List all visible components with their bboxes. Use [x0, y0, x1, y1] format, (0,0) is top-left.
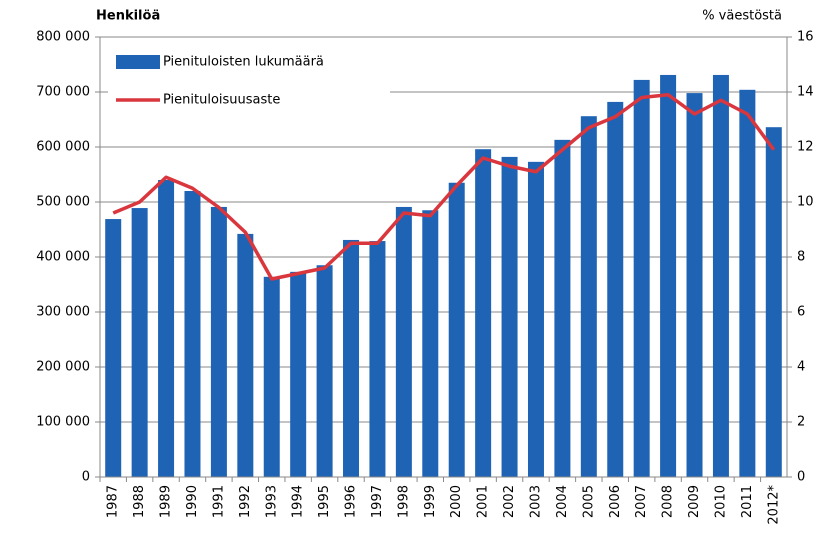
bar: [316, 265, 333, 477]
bar: [712, 74, 729, 477]
bar: [660, 74, 677, 477]
x-tick-label: 2003: [528, 485, 543, 518]
legend-swatch: [116, 55, 160, 69]
y2-tick-label: 8: [797, 250, 805, 265]
x-tick-label: 1993: [264, 485, 279, 518]
bar: [184, 191, 201, 477]
bar: [343, 239, 360, 477]
x-tick-label: 2008: [661, 485, 676, 518]
bar: [554, 139, 571, 477]
y-tick-label: 200 000: [36, 360, 90, 375]
y-tick-label: 0: [82, 470, 90, 485]
bar: [237, 233, 254, 477]
y2-tick-label: 2: [797, 415, 805, 430]
y-tick-label: 500 000: [36, 195, 90, 210]
x-tick-label: 1994: [291, 485, 306, 518]
bar: [501, 156, 518, 477]
x-tick-label: 2007: [634, 485, 649, 518]
y2-tick-label: 16: [797, 30, 814, 45]
bar: [422, 210, 439, 477]
x-tick-label: 1987: [106, 485, 121, 518]
legend-label: Pienituloisuusaste: [163, 93, 280, 108]
bar: [131, 208, 148, 478]
x-tick-label: 2004: [555, 485, 570, 518]
bar: [105, 219, 122, 478]
x-tick-label: 2001: [476, 485, 491, 518]
y2-tick-label: 4: [797, 360, 805, 375]
bar: [290, 271, 307, 477]
bar: [580, 116, 597, 477]
y-tick-label: 100 000: [36, 415, 90, 430]
y-axis-label: Henkilöä: [96, 9, 160, 24]
bar: [633, 79, 650, 478]
y2-tick-label: 0: [797, 470, 805, 485]
x-tick-label: 2012*: [766, 485, 781, 525]
x-tick-label: 1991: [211, 485, 226, 518]
x-tick-label: 2009: [687, 485, 702, 518]
x-tick-label: 1999: [423, 485, 438, 518]
bar: [739, 89, 756, 478]
bar: [369, 241, 386, 477]
bar: [395, 206, 412, 477]
y-tick-label: 400 000: [36, 250, 90, 265]
x-tick-label: 1998: [396, 485, 411, 518]
bar: [448, 182, 465, 477]
y2-tick-label: 14: [797, 85, 814, 100]
y-tick-label: 300 000: [36, 305, 90, 320]
x-tick-label: 2005: [581, 485, 596, 518]
x-tick-label: 1989: [159, 485, 174, 518]
bar: [210, 206, 227, 477]
y2-tick-label: 6: [797, 305, 805, 320]
bar: [158, 180, 175, 477]
y2-axis-label: % väestöstä: [702, 9, 782, 24]
x-tick-label: 2011: [740, 485, 755, 518]
bar: [607, 101, 624, 478]
bar: [686, 93, 703, 477]
x-tick-label: 1990: [185, 485, 200, 518]
bar: [527, 161, 544, 477]
y-tick-label: 700 000: [36, 85, 90, 100]
bar: [765, 127, 782, 477]
y-tick-label: 800 000: [36, 30, 90, 45]
bar: [263, 276, 280, 477]
line: [112, 93, 776, 281]
x-tick-label: 1997: [370, 485, 385, 518]
x-tick-label: 1988: [132, 485, 147, 518]
y-tick-label: 600 000: [36, 140, 90, 155]
x-tick-label: 2006: [608, 485, 623, 518]
y2-tick-label: 12: [797, 140, 814, 155]
bar: [475, 149, 492, 477]
x-tick-label: 2010: [713, 485, 728, 518]
x-tick-label: 2000: [449, 485, 464, 518]
x-tick-label: 1996: [344, 485, 359, 518]
legend-label: Pienituloisten lukumäärä: [163, 55, 324, 70]
y2-tick-label: 10: [797, 195, 814, 210]
x-tick-label: 1992: [238, 485, 253, 518]
x-tick-label: 1995: [317, 485, 332, 518]
x-tick-label: 2002: [502, 485, 517, 518]
